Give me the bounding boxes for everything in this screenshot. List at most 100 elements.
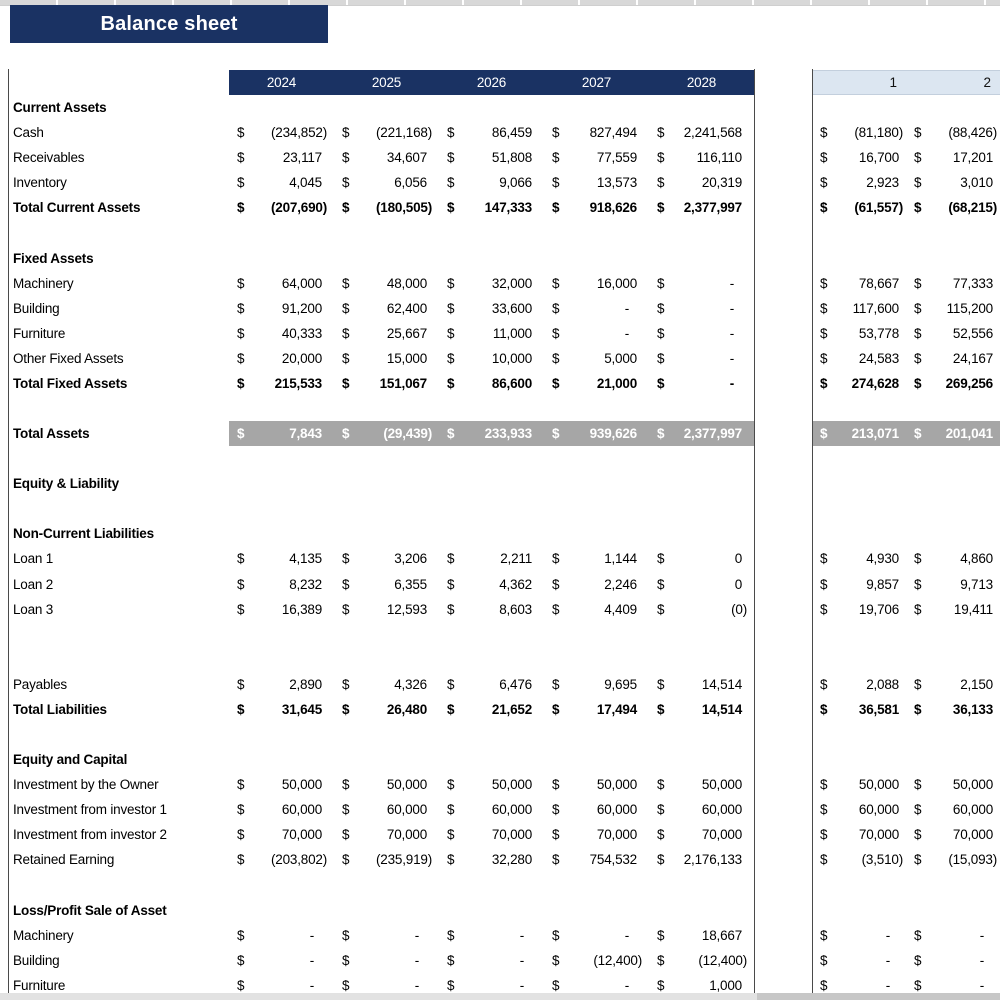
value-cell[interactable]: $ - — [439, 948, 544, 973]
value-cell[interactable]: $24,583 — [813, 346, 907, 371]
value-cell[interactable]: $ - — [649, 321, 754, 346]
value-cell[interactable] — [649, 471, 754, 496]
value-cell[interactable]: $ (15,093) — [907, 847, 1000, 872]
value-cell[interactable] — [907, 872, 1000, 897]
value-cell[interactable]: $ - — [813, 973, 907, 998]
value-cell[interactable] — [907, 647, 1000, 672]
value-cell[interactable]: $60,000 — [439, 797, 544, 822]
value-cell[interactable]: $60,000 — [229, 797, 334, 822]
value-cell[interactable]: $51,808 — [439, 145, 544, 170]
value-cell[interactable] — [439, 95, 544, 120]
value-cell[interactable] — [649, 521, 754, 546]
value-cell[interactable]: $4,326 — [334, 672, 439, 697]
value-cell[interactable] — [813, 396, 907, 421]
value-cell[interactable]: $36,133 — [907, 697, 1000, 722]
extra-column-header-cell[interactable]: 2 — [983, 75, 991, 90]
row-label[interactable]: Payables — [13, 676, 67, 692]
row-label[interactable]: Building — [13, 300, 60, 316]
value-cell[interactable]: $ - — [907, 948, 1000, 973]
row-label[interactable]: Equity and Capital — [13, 752, 128, 768]
value-cell[interactable] — [229, 622, 334, 647]
value-cell[interactable] — [439, 446, 544, 471]
value-cell[interactable]: $60,000 — [813, 797, 907, 822]
value-cell[interactable] — [649, 722, 754, 747]
value-cell[interactable] — [439, 521, 544, 546]
value-cell[interactable]: $ - — [544, 321, 649, 346]
value-cell[interactable] — [907, 521, 1000, 546]
value-cell[interactable]: $2,150 — [907, 672, 1000, 697]
row-label[interactable]: Fixed Assets — [13, 250, 94, 266]
value-cell[interactable]: $754,532 — [544, 847, 649, 872]
value-cell[interactable]: $33,600 — [439, 296, 544, 321]
value-cell[interactable] — [649, 747, 754, 772]
year-header-cell[interactable]: 2027 — [581, 75, 612, 90]
value-cell[interactable]: $ (61,557) — [813, 195, 907, 220]
value-cell[interactable]: $117,600 — [813, 296, 907, 321]
value-cell[interactable]: $70,000 — [439, 822, 544, 847]
value-cell[interactable]: $70,000 — [907, 822, 1000, 847]
value-cell[interactable]: $ (29,439) — [334, 421, 439, 446]
value-cell[interactable]: $78,667 — [813, 271, 907, 296]
value-cell[interactable]: $70,000 — [334, 822, 439, 847]
value-cell[interactable]: $5,000 — [544, 346, 649, 371]
value-cell[interactable]: $9,066 — [439, 170, 544, 195]
value-cell[interactable]: $2,088 — [813, 672, 907, 697]
value-cell[interactable] — [439, 220, 544, 245]
value-cell[interactable]: $ (180,505) — [334, 195, 439, 220]
value-cell[interactable]: $ (207,690) — [229, 195, 334, 220]
value-cell[interactable] — [334, 396, 439, 421]
value-cell[interactable]: $6,476 — [439, 672, 544, 697]
value-cell[interactable]: $86,459 — [439, 120, 544, 145]
value-cell[interactable]: $50,000 — [544, 772, 649, 797]
extra-column-header-cell[interactable]: 1 — [889, 75, 897, 90]
value-cell[interactable] — [813, 647, 907, 672]
value-cell[interactable]: $50,000 — [229, 772, 334, 797]
value-cell[interactable]: $201,041 — [907, 421, 1000, 446]
value-cell[interactable] — [813, 95, 907, 120]
value-cell[interactable] — [334, 496, 439, 521]
row-label[interactable]: Loan 1 — [13, 551, 54, 567]
value-cell[interactable] — [334, 446, 439, 471]
value-cell[interactable] — [813, 622, 907, 647]
value-cell[interactable]: $77,333 — [907, 271, 1000, 296]
value-cell[interactable]: $19,411 — [907, 597, 1000, 622]
value-cell[interactable] — [813, 446, 907, 471]
value-cell[interactable]: $4,860 — [907, 546, 1000, 571]
value-cell[interactable] — [229, 747, 334, 772]
value-cell[interactable] — [813, 898, 907, 923]
value-cell[interactable] — [229, 95, 334, 120]
row-label[interactable]: Investment from investor 2 — [13, 827, 167, 843]
value-cell[interactable] — [544, 496, 649, 521]
value-cell[interactable] — [649, 446, 754, 471]
value-cell[interactable]: $ - — [334, 948, 439, 973]
row-label[interactable]: Furniture — [13, 977, 66, 993]
value-cell[interactable] — [907, 622, 1000, 647]
value-cell[interactable]: $ - — [649, 346, 754, 371]
value-cell[interactable] — [229, 446, 334, 471]
value-cell[interactable]: $918,626 — [544, 195, 649, 220]
value-cell[interactable]: $2,377,997 — [649, 421, 754, 446]
value-cell[interactable]: $116,110 — [649, 145, 754, 170]
value-cell[interactable]: $8,232 — [229, 571, 334, 596]
value-cell[interactable]: $34,607 — [334, 145, 439, 170]
value-cell[interactable] — [544, 471, 649, 496]
value-cell[interactable]: $ - — [229, 973, 334, 998]
value-cell[interactable]: $40,333 — [229, 321, 334, 346]
value-cell[interactable] — [334, 95, 439, 120]
value-cell[interactable] — [907, 471, 1000, 496]
value-cell[interactable] — [229, 521, 334, 546]
value-cell[interactable] — [813, 471, 907, 496]
value-cell[interactable] — [907, 396, 1000, 421]
value-cell[interactable] — [649, 245, 754, 270]
value-cell[interactable] — [334, 622, 439, 647]
value-cell[interactable] — [907, 220, 1000, 245]
value-cell[interactable]: $60,000 — [907, 797, 1000, 822]
value-cell[interactable]: $20,319 — [649, 170, 754, 195]
value-cell[interactable]: $ - — [439, 923, 544, 948]
value-cell[interactable]: $7,843 — [229, 421, 334, 446]
row-label[interactable]: Other Fixed Assets — [13, 350, 124, 366]
value-cell[interactable]: $ (12,400) — [544, 948, 649, 973]
value-cell[interactable] — [334, 647, 439, 672]
value-cell[interactable]: $ - — [907, 973, 1000, 998]
value-cell[interactable]: $23,117 — [229, 145, 334, 170]
